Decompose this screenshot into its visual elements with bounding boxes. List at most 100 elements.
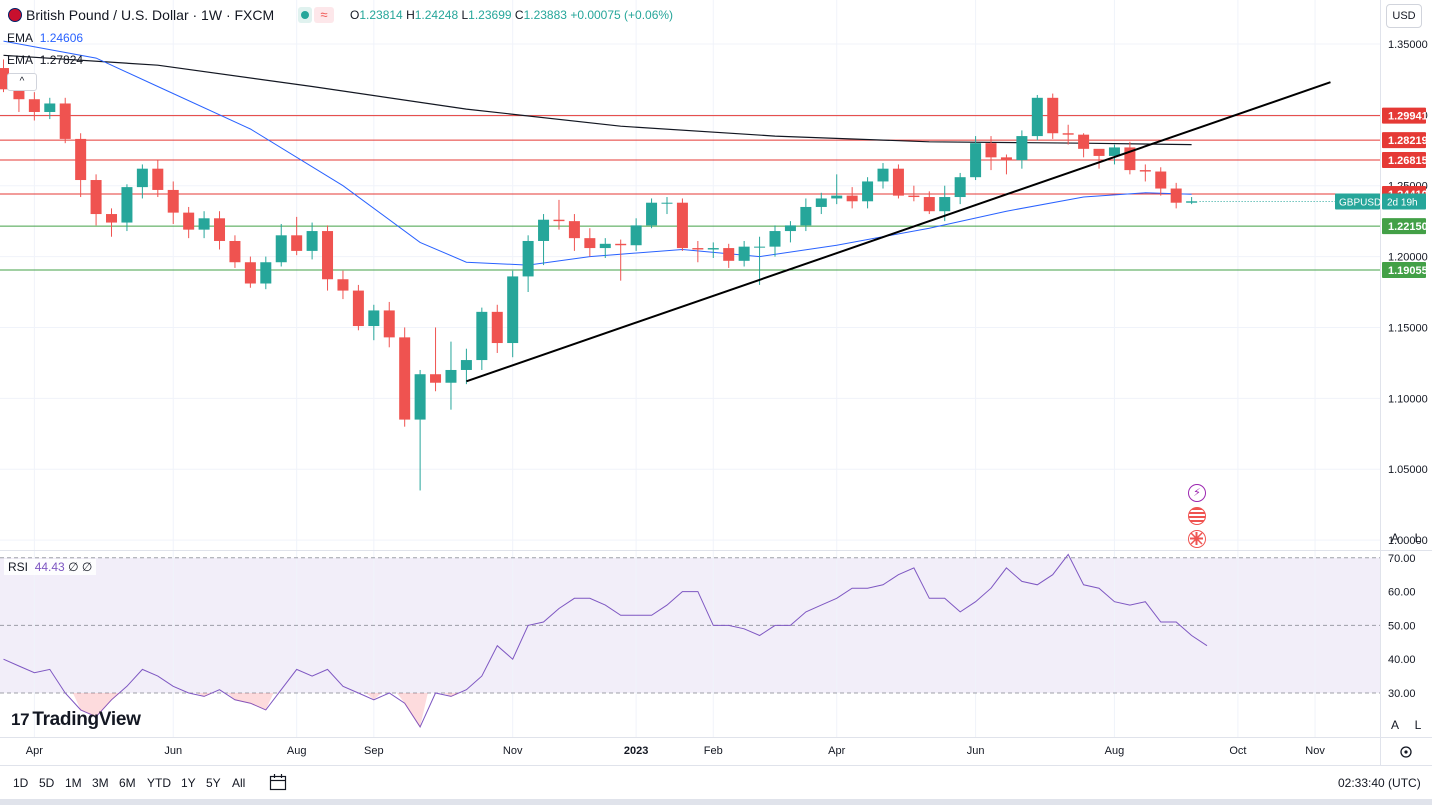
candle-49 (754, 246, 766, 248)
candle-37 (568, 221, 580, 239)
rsi-tick-0: 70.00 (1388, 553, 1416, 565)
candle-23 (352, 290, 364, 327)
candle-16 (244, 262, 256, 284)
timeframe-5y[interactable]: 5Y (206, 776, 221, 790)
symbol-tag (1335, 193, 1380, 210)
rsi-oversold-fill-3 (366, 693, 382, 700)
rsi-oversold-fill-2 (227, 693, 274, 710)
rsi-tick-3: 40.00 (1388, 654, 1416, 666)
candle-51 (784, 225, 796, 232)
candle-14 (214, 218, 226, 241)
candle-39 (599, 243, 611, 249)
rsi-tick-1: 60.00 (1388, 587, 1416, 599)
symbol-title[interactable]: British Pound / U.S. Dollar · 1W · FXCM (26, 7, 275, 23)
rsi-line (3, 553, 1208, 728)
time-label-11: Nov (1305, 745, 1325, 757)
ema-fast-line (3, 40, 1192, 266)
candle-20 (306, 231, 318, 251)
timeframe-1y[interactable]: 1Y (181, 776, 196, 790)
candle-40 (615, 243, 627, 246)
candle-38 (584, 238, 596, 249)
time-label-8: Jun (967, 745, 985, 757)
candle-41 (630, 225, 642, 246)
level-label-4: 1.22150 (1388, 221, 1428, 233)
candle-22 (337, 279, 349, 291)
candle-50 (769, 231, 781, 247)
level-tag-4 (1382, 218, 1426, 235)
market-open-icon[interactable] (298, 7, 312, 23)
timeframe-ytd[interactable]: YTD (147, 776, 171, 790)
candle-35 (538, 219, 550, 241)
timeframe-5d[interactable]: 5D (39, 776, 55, 790)
candle-59 (908, 195, 920, 198)
candle-32 (491, 311, 503, 344)
tradingview-logo-mark: 17 (11, 710, 30, 729)
utc-clock[interactable]: 02:33:40 (UTC) (1338, 776, 1421, 790)
candle-34 (522, 240, 534, 277)
candle-21 (322, 231, 334, 280)
symbol-tag-label: GBPUSD (1339, 198, 1381, 209)
candle-29 (445, 369, 457, 383)
candle-73 (1124, 147, 1136, 171)
rsi-auto-scale-button[interactable]: A (1390, 718, 1399, 732)
time-label-0: Apr (26, 745, 43, 757)
candle-4 (59, 103, 71, 139)
candle-9 (136, 168, 148, 188)
level-label-1: 1.28219 (1388, 135, 1428, 147)
price-tick-0: 1.35000 (1388, 39, 1428, 51)
candle-43 (661, 202, 673, 204)
candle-44 (676, 202, 688, 249)
price-log-scale-button[interactable]: L (1414, 531, 1422, 545)
countdown-label: 2d 19h (1387, 198, 1418, 209)
candle-3 (44, 103, 56, 112)
timeframe-6m[interactable]: 6M (119, 776, 136, 790)
trendline (466, 81, 1331, 383)
candle-75 (1155, 171, 1167, 189)
timeframe-1d[interactable]: 1D (13, 776, 29, 790)
candle-24 (368, 310, 380, 327)
time-label-1: Jun (164, 745, 182, 757)
ema-fast-legend[interactable]: EMA 1.24606 (7, 31, 84, 45)
rsi-tick-2: 50.00 (1388, 620, 1416, 632)
time-label-3: Sep (364, 745, 384, 757)
price-auto-scale-button[interactable]: A (1390, 531, 1399, 545)
candle-66 (1016, 136, 1028, 161)
collapse-legend-button[interactable]: ^ (7, 73, 37, 91)
candle-71 (1093, 148, 1105, 156)
timeframe-1m[interactable]: 1M (65, 776, 82, 790)
candle-56 (862, 181, 874, 202)
time-label-2: Aug (287, 745, 307, 757)
candle-26 (399, 337, 411, 420)
candle-1 (13, 89, 25, 100)
candle-72 (1108, 147, 1120, 156)
rsi-legend[interactable]: RSI 44.43 ∅ ∅ (4, 559, 97, 575)
level-tag-2 (1382, 151, 1426, 168)
candle-0 (0, 68, 9, 90)
settings-gear-icon-center (1404, 750, 1408, 754)
candle-19 (291, 235, 303, 251)
candle-48 (738, 246, 750, 261)
price-tick-7: 1.00000 (1388, 535, 1428, 547)
tradingview-logo[interactable]: 17 TradingView (11, 709, 141, 730)
candle-42 (646, 202, 658, 226)
level-tag-5 (1382, 261, 1426, 278)
settings-gear-icon (1400, 746, 1412, 758)
candle-33 (507, 276, 519, 344)
level-label-0: 1.29941 (1388, 111, 1428, 123)
uk-flag-event-icon[interactable] (1188, 530, 1206, 548)
currency-button[interactable]: USD (1386, 4, 1422, 28)
time-label-10: Oct (1229, 745, 1246, 757)
ema-slow-legend[interactable]: EMA 1.27824 (7, 53, 84, 67)
date-range-icon[interactable] (268, 772, 288, 792)
candle-28 (430, 374, 442, 383)
countdown-tag (1382, 193, 1426, 210)
us-flag-event-icon[interactable] (1188, 507, 1206, 525)
candle-53 (815, 198, 827, 207)
lightning-event-icon[interactable]: ⚡ (1188, 484, 1206, 502)
rsi-log-scale-button[interactable]: L (1414, 718, 1422, 732)
timeframe-3m[interactable]: 3M (92, 776, 109, 790)
candle-25 (383, 310, 395, 338)
compare-badge[interactable]: ≈ (314, 7, 334, 23)
timeframe-all[interactable]: All (232, 776, 246, 790)
